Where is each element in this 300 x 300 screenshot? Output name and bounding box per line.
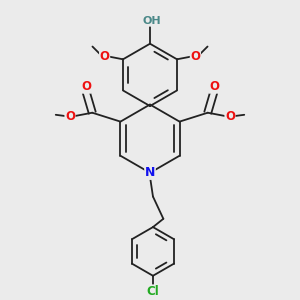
Text: O: O [65, 110, 75, 123]
Text: N: N [145, 166, 155, 179]
Text: OH: OH [142, 16, 161, 26]
Text: O: O [100, 50, 110, 63]
Text: O: O [225, 110, 235, 123]
Text: O: O [209, 80, 219, 93]
Text: Cl: Cl [147, 285, 159, 298]
Text: O: O [190, 50, 200, 63]
Text: O: O [81, 80, 91, 93]
